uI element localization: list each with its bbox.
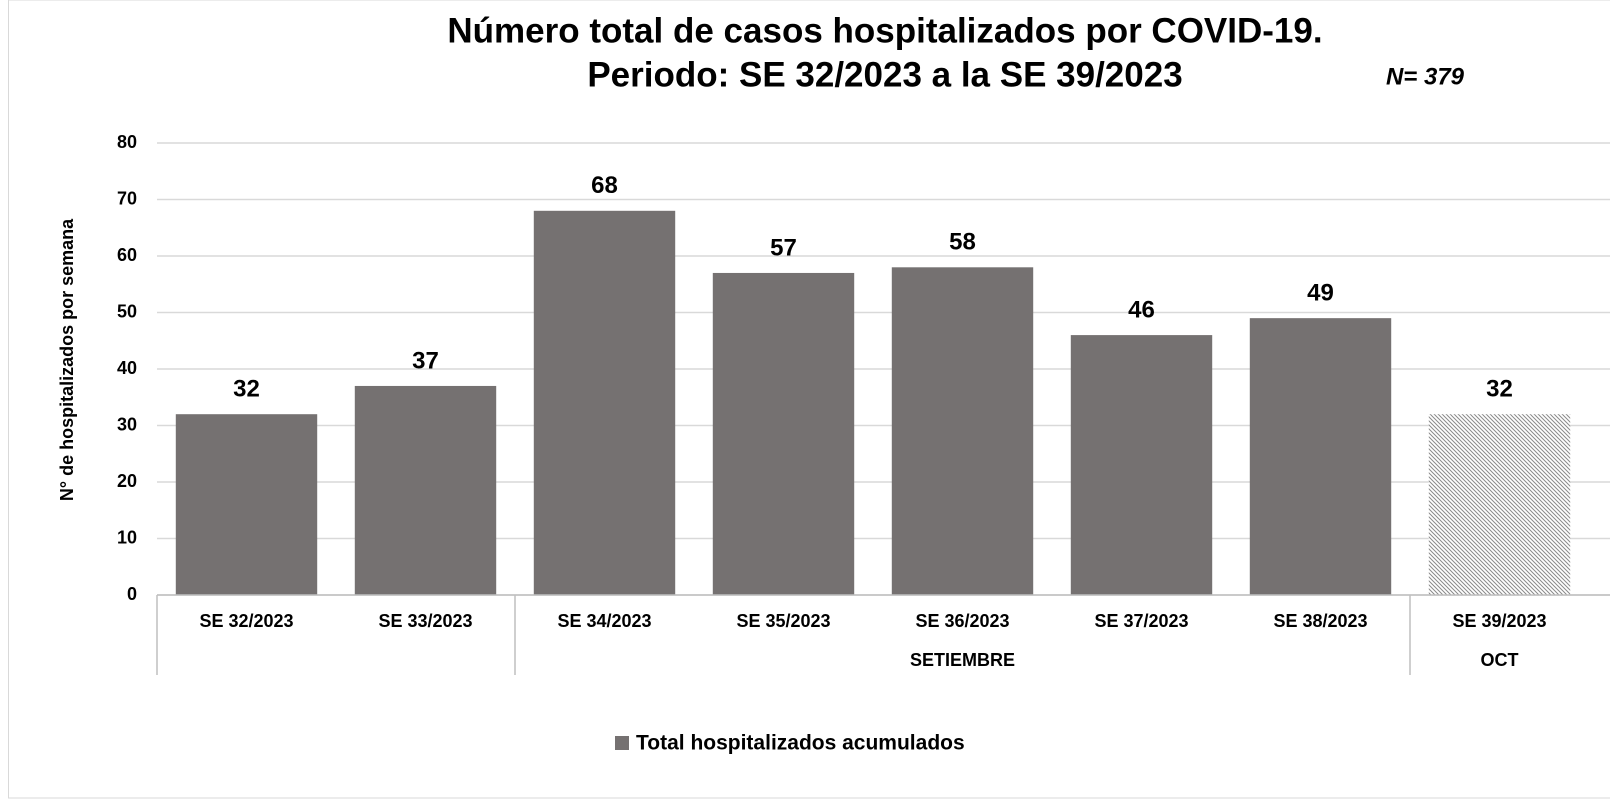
data-label: 46 [1128, 296, 1155, 323]
bar [1249, 318, 1392, 595]
x-tick-label: SE 34/2023 [557, 611, 651, 631]
x-tick-label: SE 33/2023 [378, 611, 472, 631]
y-tick-label: 50 [117, 301, 137, 321]
y-tick-label: 10 [117, 527, 137, 547]
y-axis-label: N° de hospitalizados por semana [57, 218, 77, 501]
y-tick-label: 70 [117, 188, 137, 208]
data-label: 37 [412, 347, 439, 374]
x-tick-label: SE 39/2023 [1452, 611, 1546, 631]
bar [1070, 335, 1213, 595]
y-tick-label: 0 [127, 584, 137, 604]
y-tick-label: 80 [117, 132, 137, 152]
chart-border [8, 0, 1610, 799]
data-label: 32 [1486, 376, 1513, 403]
annotation: N= 379 [1386, 63, 1465, 90]
chart-subtitle: Periodo: SE 32/2023 a la SE 39/2023 [587, 55, 1182, 94]
data-label: 57 [770, 234, 797, 261]
data-label: 32 [233, 376, 260, 403]
legend-label: Total hospitalizados acumulados [636, 732, 965, 755]
x-tick-label: SE 32/2023 [199, 611, 293, 631]
bar [891, 267, 1034, 595]
x-tick-label: SE 37/2023 [1094, 611, 1188, 631]
y-tick-label: 30 [117, 414, 137, 434]
bar [533, 210, 676, 596]
y-tick-label: 20 [117, 471, 137, 491]
chart-title: Número total de casos hospitalizados por… [447, 11, 1322, 50]
x-tick-label: SE 38/2023 [1273, 611, 1367, 631]
data-label: 68 [591, 172, 618, 199]
x-tick-label: SE 35/2023 [736, 611, 830, 631]
y-tick-label: 40 [117, 358, 137, 378]
bar [1428, 414, 1571, 595]
bar [712, 272, 855, 595]
data-label: 49 [1307, 279, 1334, 306]
legend-swatch [615, 736, 629, 750]
data-label: 58 [949, 229, 976, 256]
bar [175, 414, 318, 595]
group-label: SETIEMBRE [910, 650, 1015, 670]
x-tick-label: SE 36/2023 [915, 611, 1009, 631]
group-label: OCT [1481, 650, 1519, 670]
y-tick-label: 60 [117, 245, 137, 265]
bar [354, 385, 497, 595]
